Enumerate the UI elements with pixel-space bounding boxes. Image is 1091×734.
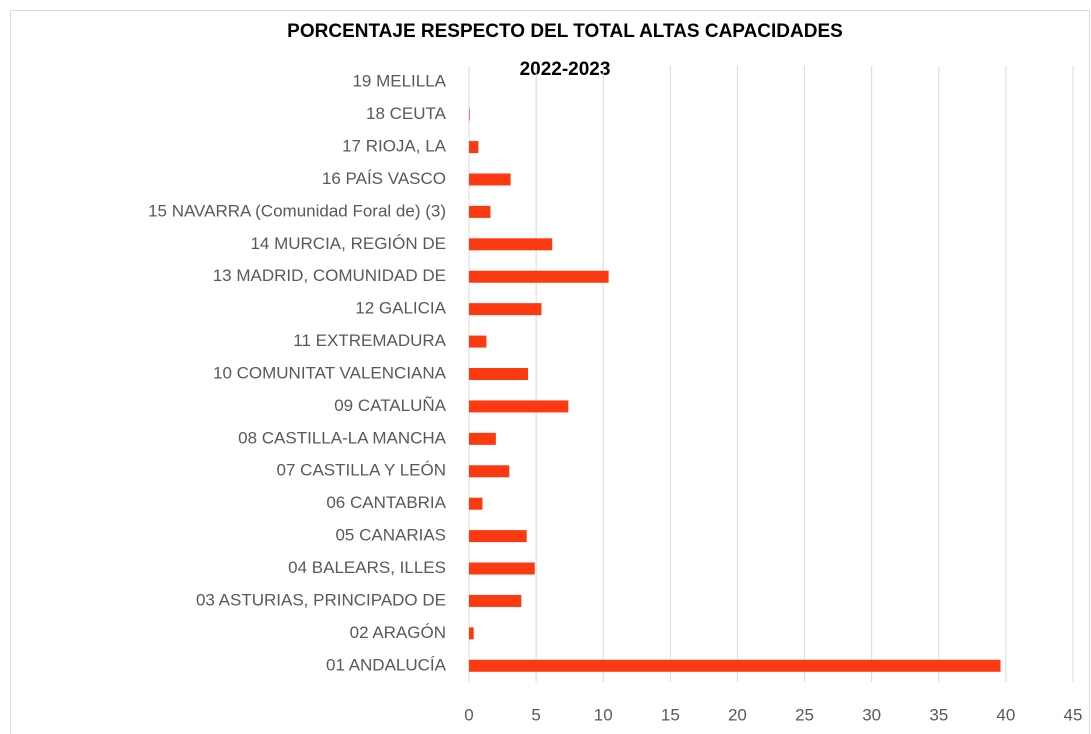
bar [469, 238, 553, 251]
y-tick-label: 16 PAÍS VASCO [322, 169, 446, 188]
y-tick-label: 10 COMUNITAT VALENCIANA [213, 363, 447, 382]
bar [469, 335, 487, 348]
bar [469, 173, 511, 186]
x-tick-label: 45 [1064, 705, 1083, 724]
bar [469, 205, 491, 218]
chart-frame [10, 10, 1090, 734]
bar [469, 368, 529, 380]
y-tick-label: 02 ARAGÓN [350, 623, 446, 642]
bar [469, 530, 527, 543]
y-tick-label: 13 MADRID, COMUNIDAD DE [213, 266, 446, 285]
x-tick-label: 15 [661, 705, 680, 724]
x-tick-label: 10 [594, 705, 613, 724]
bar [469, 465, 510, 478]
bar [469, 432, 496, 445]
y-tick-label: 14 MURCIA, REGIÓN DE [250, 234, 446, 253]
y-tick-label: 17 RIOJA, LA [342, 137, 447, 156]
y-tick-label: 09 CATALUÑA [334, 396, 446, 415]
y-tick-label: 15 NAVARRA (Comunidad Foral de) (3) [148, 201, 446, 220]
x-tick-label: 40 [996, 705, 1015, 724]
bar [469, 594, 522, 607]
x-tick-label: 5 [531, 705, 540, 724]
bar [469, 562, 535, 575]
bar [469, 400, 569, 413]
y-tick-label: 11 EXTREMADURA [293, 331, 446, 350]
bar [469, 659, 1001, 672]
y-tick-label: 08 CASTILLA-LA MANCHA [238, 428, 447, 447]
bar [469, 270, 609, 283]
y-tick-label: 12 GALICIA [355, 299, 446, 318]
chart-title: PORCENTAJE RESPECTO DEL TOTAL ALTAS CAPA… [287, 21, 843, 42]
y-tick-label: 03 ASTURIAS, PRINCIPADO DE [196, 590, 446, 609]
x-tick-label: 0 [464, 705, 473, 724]
y-tick-label: 04 BALEARS, ILLES [288, 558, 446, 577]
bar [469, 141, 479, 154]
x-tick-label: 30 [862, 705, 881, 724]
bar [469, 108, 470, 121]
x-tick-label: 35 [929, 705, 948, 724]
bar [469, 627, 474, 640]
y-tick-label: 06 CANTABRIA [326, 493, 446, 512]
y-tick-label: 05 CANARIAS [335, 526, 446, 545]
bar [469, 303, 542, 316]
y-tick-label: 19 MELILLA [352, 72, 446, 91]
x-tick-label: 20 [728, 705, 747, 724]
y-tick-label: 01 ANDALUCÍA [326, 655, 447, 674]
y-tick-label: 18 CEUTA [366, 104, 447, 123]
x-tick-label: 25 [795, 705, 814, 724]
bar [469, 497, 483, 510]
chart-subtitle: 2022-2023 [520, 59, 611, 80]
y-tick-label: 07 CASTILLA Y LEÓN [277, 461, 446, 480]
